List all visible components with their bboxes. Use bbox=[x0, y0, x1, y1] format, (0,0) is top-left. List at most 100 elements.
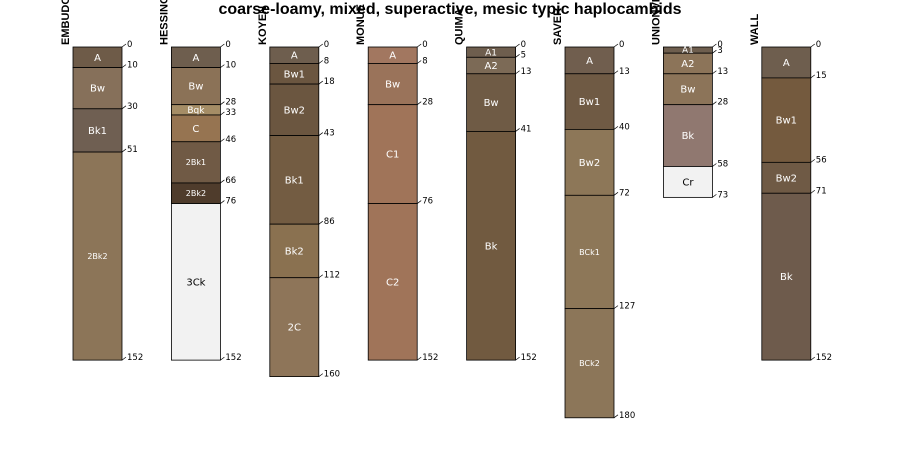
profile-name: UNIONVILLE bbox=[650, 0, 662, 45]
horizon-block bbox=[466, 131, 517, 361]
horizon-block bbox=[761, 161, 812, 194]
depth-label: 33 bbox=[225, 108, 236, 118]
horizon-block bbox=[761, 77, 812, 163]
horizon-block bbox=[466, 73, 517, 132]
depth-label: 152 bbox=[521, 353, 537, 363]
profile-name: KOYEN bbox=[257, 6, 269, 45]
profile-name: QUIMA bbox=[454, 8, 466, 45]
horizon-block bbox=[170, 141, 221, 184]
horizon-block bbox=[367, 104, 418, 204]
horizon-label: Cr bbox=[682, 177, 694, 188]
depth-label: 76 bbox=[225, 197, 236, 207]
depth-label: 0 bbox=[717, 40, 722, 50]
horizon-block bbox=[367, 63, 418, 106]
horizon-label: Bk2 bbox=[285, 246, 304, 257]
depth-tick bbox=[121, 64, 127, 68]
horizon-block bbox=[564, 308, 615, 419]
horizon-label: Bw2 bbox=[776, 173, 797, 184]
profile-name: HESSING bbox=[158, 0, 170, 45]
depth-label: 18 bbox=[324, 77, 335, 87]
depth-tick bbox=[712, 70, 717, 75]
depth-label: 58 bbox=[717, 159, 728, 169]
depth-tick bbox=[220, 101, 225, 105]
horizon-label: 2Bk2 bbox=[87, 252, 107, 261]
horizon-label: Bk bbox=[780, 272, 793, 283]
horizon-block bbox=[564, 128, 615, 196]
profile-name: SAVER bbox=[552, 8, 564, 45]
soil-profile: KOYEN A Bw1 Bw2 Bk1 Bk2 2C 0 8 18 43 86 112 160 bbox=[257, 6, 340, 380]
horizon-label: BCk2 bbox=[579, 359, 600, 368]
depth-tick bbox=[712, 49, 717, 54]
depth-label: 41 bbox=[521, 124, 532, 134]
horizon-block bbox=[72, 108, 123, 153]
depth-tick bbox=[220, 64, 225, 68]
horizon-label: Bw1 bbox=[284, 69, 305, 80]
depth-label: 0 bbox=[324, 40, 329, 50]
soil-profile: SAVER A Bw1 Bw2 BCk1 BCk2 0 13 40 72 127 180 bbox=[552, 8, 635, 421]
horizon-block bbox=[761, 192, 812, 361]
soil-profile: WALL A Bw1 Bw2 Bk 0 15 56 71 152 bbox=[749, 14, 832, 364]
depth-tick bbox=[416, 101, 422, 105]
horizon-label: Bw2 bbox=[284, 105, 305, 116]
depth-tick bbox=[613, 305, 619, 309]
horizon-label: 2Bk2 bbox=[186, 189, 206, 198]
depth-label: 152 bbox=[422, 353, 438, 363]
profile-name: EMBUDO bbox=[60, 0, 72, 45]
depth-label: 13 bbox=[619, 67, 630, 77]
depth-label: 8 bbox=[422, 56, 427, 66]
horizon-label: 2C bbox=[288, 323, 301, 334]
depth-tick bbox=[220, 43, 225, 48]
depth-label: 152 bbox=[816, 353, 832, 363]
depth-tick bbox=[318, 43, 324, 48]
depth-tick bbox=[220, 200, 225, 204]
horizon-block bbox=[170, 203, 221, 361]
depth-tick bbox=[613, 43, 619, 48]
depth-label: 0 bbox=[422, 40, 427, 50]
depth-tick bbox=[712, 194, 717, 198]
depth-tick bbox=[712, 163, 717, 167]
horizon-block bbox=[269, 135, 320, 225]
depth-label: 152 bbox=[127, 353, 143, 363]
depth-label: 180 bbox=[619, 411, 635, 421]
depth-tick bbox=[810, 74, 816, 79]
depth-tick bbox=[121, 105, 127, 110]
depth-tick bbox=[220, 111, 225, 116]
horizon-block bbox=[564, 46, 615, 75]
depth-label: 28 bbox=[717, 98, 728, 108]
depth-tick bbox=[515, 54, 520, 58]
horizon-block bbox=[170, 114, 221, 143]
depth-tick bbox=[416, 356, 422, 361]
horizon-label: C bbox=[192, 124, 199, 135]
horizon-label: A bbox=[192, 53, 199, 64]
horizon-block bbox=[367, 203, 418, 361]
depth-tick bbox=[318, 274, 324, 279]
depth-tick bbox=[220, 138, 225, 143]
chart-title: coarse-loamy, mixed, superactive, mesic … bbox=[218, 1, 682, 18]
depth-label: 28 bbox=[422, 98, 433, 108]
horizon-label: Bk bbox=[485, 241, 498, 252]
horizon-label: A1 bbox=[682, 46, 694, 56]
depth-label: 13 bbox=[521, 67, 532, 77]
horizon-label: Bw bbox=[90, 84, 105, 95]
horizon-label: Bw bbox=[188, 82, 203, 93]
depth-tick bbox=[712, 43, 717, 48]
depth-label: 76 bbox=[422, 197, 433, 207]
soil-profile: QUIMA A1 A2 Bw Bk 05 13 41 152 bbox=[454, 8, 537, 363]
depth-label: 152 bbox=[225, 353, 241, 363]
horizon-label: Bw bbox=[385, 80, 400, 91]
horizon-block bbox=[663, 104, 713, 167]
horizon-label: Bk bbox=[682, 131, 695, 142]
horizon-label: A1 bbox=[485, 48, 497, 58]
depth-label: 43 bbox=[324, 129, 335, 139]
soil-profile: UNIONVILLE A1 A2 Bw Bk Cr 03 13 28 58 73 bbox=[650, 0, 728, 200]
horizon-block bbox=[663, 73, 713, 106]
depth-tick bbox=[121, 148, 127, 153]
horizon-label: 3Ck bbox=[186, 277, 205, 288]
horizon-block bbox=[761, 46, 812, 79]
depth-tick bbox=[318, 60, 324, 64]
depth-tick bbox=[416, 43, 422, 48]
soil-profile: MONUE A Bw C1 C2 0 8 28 76 152 bbox=[355, 4, 438, 363]
horizon-block bbox=[269, 223, 320, 279]
